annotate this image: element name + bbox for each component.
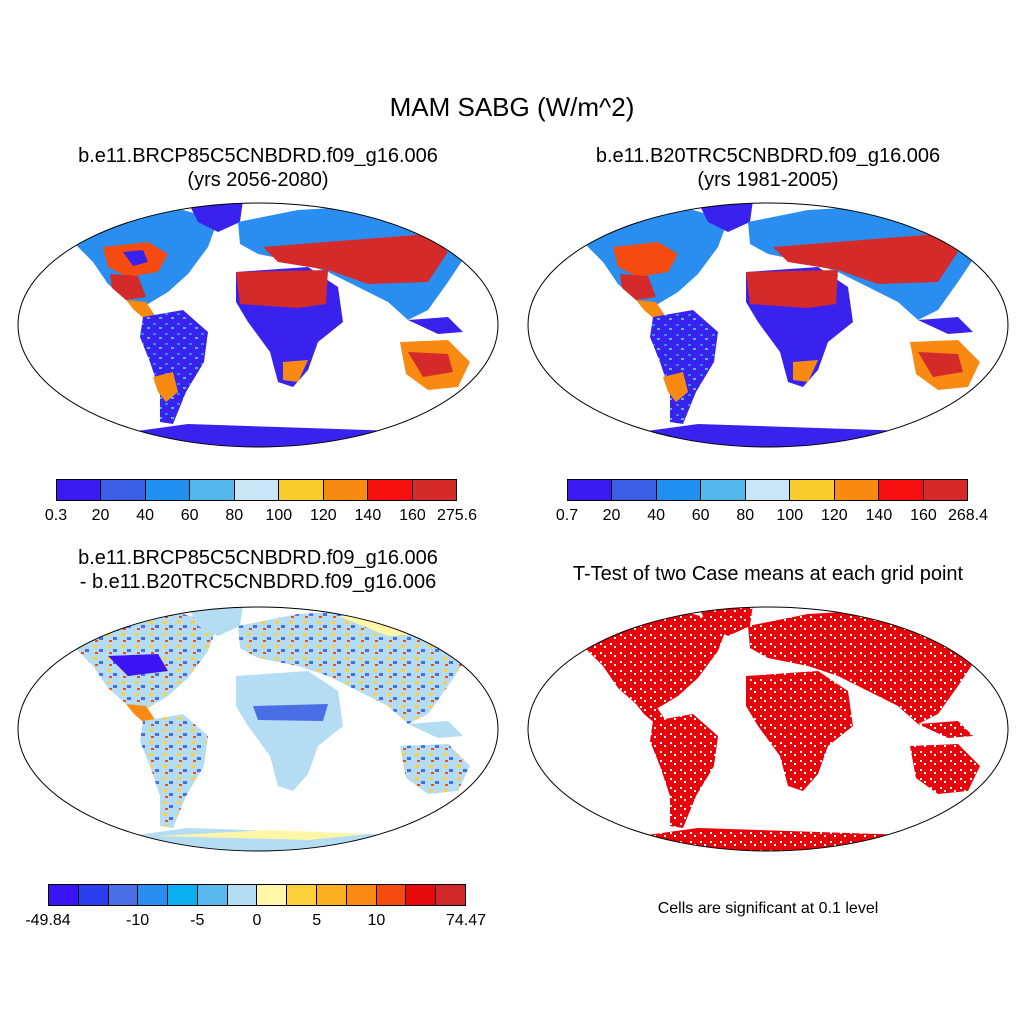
- cb3-swatch-2: [108, 885, 139, 905]
- cb3-swatch-11: [376, 885, 407, 905]
- cb3-label: 10: [367, 912, 386, 929]
- cb3-swatch-7: [257, 885, 288, 905]
- cb3-swatch-8: [287, 885, 318, 905]
- cb1-label: 120: [309, 507, 337, 524]
- panel2-title: b.e11.B20TRC5CNBDRD.f09_g16.006 (yrs 198…: [518, 144, 1018, 192]
- cb3-label: -5: [190, 912, 205, 929]
- panel2-title-line2: (yrs 1981-2005): [697, 169, 839, 191]
- cb1-swatch-0: [57, 480, 102, 500]
- cb2-swatch-7: [879, 480, 924, 500]
- cb2-swatch-0: [568, 480, 613, 500]
- cb3-swatch-4: [168, 885, 198, 905]
- cb3-swatch-13: [436, 885, 465, 905]
- cb1-label: 160: [399, 507, 426, 524]
- cb1-swatch-5: [279, 480, 324, 500]
- map-difference: [17, 606, 499, 852]
- cb1-label: 100: [265, 507, 293, 524]
- cb1-label: 20: [91, 507, 110, 524]
- main-title: MAM SABG (W/m^2): [389, 92, 635, 122]
- panel4-title-line1: T-Test of two Case means at each grid po…: [572, 563, 964, 585]
- cb2-label: 20: [602, 507, 621, 524]
- cb1-swatch-6: [323, 480, 369, 500]
- cb2-swatch-6: [834, 480, 880, 500]
- cb1-swatch-2: [145, 480, 191, 500]
- cb2-swatch-1: [612, 480, 657, 500]
- cb2-label: 0.7: [555, 507, 579, 524]
- map-ttest-significance: [527, 606, 1009, 852]
- map-future-absolute: [17, 202, 499, 448]
- cb2-label: 140: [865, 507, 893, 524]
- cb2-label: 268.4: [947, 507, 989, 524]
- cb1-label: 80: [225, 507, 244, 524]
- cb2-swatch-5: [790, 480, 835, 500]
- cb2-swatch-4: [745, 480, 791, 500]
- panel1-title-line2: (yrs 2056-2080): [187, 169, 329, 191]
- colorbar-historical: [567, 479, 968, 501]
- cb2-swatch-2: [656, 480, 702, 500]
- cb2-swatch-8: [923, 480, 967, 500]
- cb2-label: 120: [820, 507, 848, 524]
- significance-note: Cells are significant at 0.1 level: [657, 900, 879, 917]
- cb1-swatch-8: [412, 480, 456, 500]
- south-america: [140, 310, 208, 424]
- colorbar-difference: [48, 884, 466, 906]
- cb1-label: 60: [180, 507, 199, 524]
- cb1-label: 275.6: [436, 507, 478, 524]
- panel3-title-line1: b.e11.BRCP85C5CNBDRD.f09_g16.006: [78, 547, 438, 569]
- panel1-title: b.e11.BRCP85C5CNBDRD.f09_g16.006 (yrs 20…: [8, 144, 508, 192]
- cb1-label: 40: [136, 507, 155, 524]
- cb3-swatch-10: [346, 885, 377, 905]
- cb2-label: 100: [776, 507, 804, 524]
- panel1-title-line1: b.e11.BRCP85C5CNBDRD.f09_g16.006: [78, 145, 438, 167]
- cb3-swatch-12: [406, 885, 437, 905]
- cb3-swatch-1: [78, 885, 109, 905]
- panel3-title: b.e11.BRCP85C5CNBDRD.f09_g16.006 - b.e11…: [8, 546, 508, 594]
- panel4-title: T-Test of two Case means at each grid po…: [518, 562, 1018, 586]
- cb3-label: 74.47: [445, 912, 487, 929]
- cb3-swatch-5: [197, 885, 228, 905]
- cb2-label: 60: [691, 507, 710, 524]
- cb3-label: -49.84: [25, 912, 71, 929]
- cb1-swatch-7: [368, 480, 413, 500]
- cb1-swatch-1: [101, 480, 146, 500]
- panel2-title-line1: b.e11.B20TRC5CNBDRD.f09_g16.006: [595, 145, 941, 167]
- cb3-label: 5: [312, 912, 322, 929]
- cb2-label: 160: [910, 507, 937, 524]
- greenland: [188, 203, 243, 232]
- panel3-title-line2: - b.e11.B20TRC5CNBDRD.f09_g16.006: [79, 571, 437, 593]
- cb3-label: -10: [126, 912, 150, 929]
- cb1-swatch-3: [190, 480, 235, 500]
- cb2-label: 40: [647, 507, 666, 524]
- cb3-swatch-0: [49, 885, 79, 905]
- cb2-swatch-3: [701, 480, 746, 500]
- cb3-swatch-9: [317, 885, 347, 905]
- cb3-swatch-6: [227, 885, 258, 905]
- cb1-label: 140: [354, 507, 382, 524]
- map-historical-absolute: [527, 202, 1009, 448]
- cb3-swatch-3: [138, 885, 169, 905]
- antarctica: [68, 424, 448, 447]
- cb3-label: 0: [252, 912, 262, 929]
- cb2-label: 80: [736, 507, 755, 524]
- cb1-label: 0.3: [44, 507, 68, 524]
- cb1-swatch-4: [234, 480, 280, 500]
- colorbar-future: [56, 479, 457, 501]
